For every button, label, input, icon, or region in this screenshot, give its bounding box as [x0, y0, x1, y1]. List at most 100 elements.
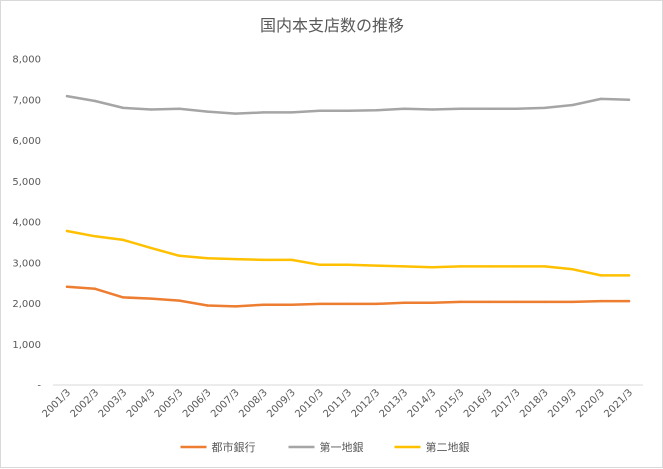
- data-point: [571, 300, 574, 304]
- legend-label: 都市銀行: [212, 440, 256, 454]
- data-point: [599, 97, 603, 101]
- x-tick-label: 2004/3: [125, 387, 158, 420]
- data-point: [627, 299, 631, 303]
- y-tick-label: 8,000: [12, 55, 41, 66]
- x-tick-label: 2006/3: [181, 387, 214, 420]
- plot-area: [65, 94, 631, 308]
- data-point: [178, 254, 181, 257]
- legend: 都市銀行 第一地銀 第二地銀: [180, 440, 470, 454]
- x-tick-label: 2018/3: [518, 387, 551, 420]
- y-axis: - 1,000 2,000 3,000 4,000 5,000 6,000 7,000 8,00…: [12, 55, 41, 392]
- x-tick-label: 2003/3: [97, 387, 130, 420]
- data-point: [318, 302, 322, 306]
- data-point: [178, 299, 181, 302]
- data-point: [403, 265, 406, 268]
- data-point: [543, 300, 546, 304]
- data-point: [93, 287, 97, 290]
- data-point: [374, 264, 378, 267]
- data-point: [627, 98, 631, 102]
- data-point: [318, 263, 322, 266]
- data-point: [234, 305, 237, 308]
- data-point: [206, 257, 209, 260]
- legend-label: 第二地銀: [426, 440, 470, 454]
- y-tick-label: 7,000: [12, 95, 41, 106]
- data-point: [374, 302, 378, 306]
- data-point: [459, 300, 462, 304]
- data-point: [627, 274, 631, 277]
- data-point: [290, 258, 293, 262]
- data-point: [93, 235, 97, 238]
- x-tick-label: 2017/3: [490, 387, 523, 420]
- data-point: [459, 265, 462, 268]
- x-tick-label: 2019/3: [546, 387, 579, 420]
- y-tick-label: -: [37, 381, 41, 392]
- y-tick-label: 3,000: [12, 258, 41, 269]
- data-point: [487, 265, 490, 268]
- series-line-3: [65, 229, 631, 277]
- data-point: [93, 99, 97, 103]
- x-tick-label: 2013/3: [378, 387, 411, 420]
- data-point: [178, 107, 181, 110]
- data-point: [599, 299, 603, 303]
- x-tick-label: 2012/3: [350, 387, 383, 420]
- data-point: [234, 112, 237, 115]
- x-tick-label: 2009/3: [265, 387, 298, 420]
- data-point: [65, 229, 69, 233]
- data-point: [122, 296, 125, 299]
- data-point: [459, 107, 462, 110]
- x-tick-label: 2014/3: [406, 387, 439, 420]
- data-point: [515, 107, 518, 110]
- data-point: [65, 94, 69, 98]
- data-point: [122, 106, 125, 110]
- data-point: [262, 258, 265, 262]
- chart-title: 国内本支店数の推移: [260, 16, 404, 35]
- x-tick-label: 2016/3: [462, 387, 495, 420]
- data-point: [150, 246, 153, 250]
- data-point: [431, 301, 434, 304]
- data-point: [571, 268, 574, 271]
- data-point: [515, 265, 518, 268]
- x-tick-label: 2020/3: [574, 387, 607, 420]
- x-tick-label: 2002/3: [69, 387, 102, 420]
- data-point: [571, 103, 574, 107]
- data-point: [206, 110, 209, 113]
- y-tick-label: 5,000: [12, 177, 41, 188]
- data-point: [290, 111, 293, 114]
- data-point: [65, 285, 69, 288]
- data-point: [487, 300, 490, 304]
- data-point: [318, 109, 322, 113]
- x-tick-label: 2021/3: [602, 387, 635, 420]
- x-axis: 2001/32002/32003/32004/32005/32006/32007…: [41, 387, 636, 420]
- data-point: [262, 111, 265, 114]
- data-point: [234, 257, 237, 261]
- x-tick-label: 2008/3: [237, 387, 270, 420]
- y-tick-label: 6,000: [12, 136, 41, 147]
- data-point: [374, 109, 378, 112]
- data-point: [543, 265, 546, 268]
- data-point: [487, 107, 490, 110]
- data-point: [150, 297, 153, 300]
- legend-label: 第一地銀: [320, 440, 364, 454]
- data-point: [599, 274, 603, 277]
- x-tick-label: 2005/3: [153, 387, 186, 420]
- data-point: [150, 108, 153, 111]
- x-tick-label: 2015/3: [434, 387, 467, 420]
- data-point: [290, 303, 293, 306]
- data-point: [403, 107, 406, 110]
- y-tick-label: 4,000: [12, 218, 41, 229]
- data-point: [543, 106, 546, 110]
- data-point: [122, 238, 125, 242]
- x-tick-label: 2001/3: [41, 387, 74, 420]
- data-point: [206, 304, 209, 307]
- data-point: [346, 109, 350, 113]
- y-tick-label: 1,000: [12, 340, 41, 351]
- x-tick-label: 2007/3: [209, 387, 242, 420]
- data-point: [346, 302, 350, 306]
- data-point: [515, 300, 518, 304]
- data-point: [346, 263, 350, 266]
- x-tick-label: 2011/3: [321, 387, 354, 420]
- data-point: [431, 108, 434, 111]
- data-point: [262, 303, 265, 306]
